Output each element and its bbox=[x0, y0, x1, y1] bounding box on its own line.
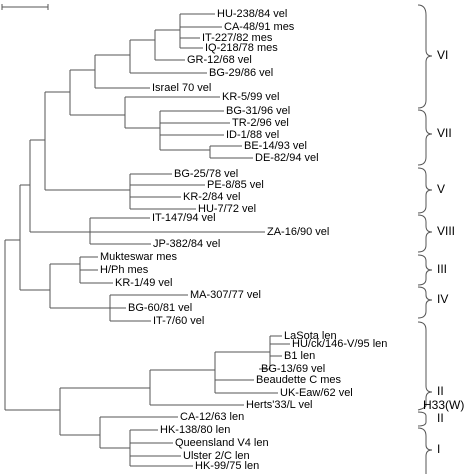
group-label: VIII bbox=[437, 224, 455, 238]
leaf-label: IT-7/60 vel bbox=[153, 315, 204, 327]
group-label: VI bbox=[437, 48, 448, 62]
leaf-label: LaSota len bbox=[284, 330, 337, 342]
leaf-label: TR-2/96 vel bbox=[232, 117, 289, 129]
leaf-label: KR-2/84 vel bbox=[183, 191, 240, 203]
group-label: I bbox=[437, 442, 440, 456]
group-label: II bbox=[437, 384, 444, 398]
group-label: III bbox=[437, 262, 447, 276]
leaf-label: PE-8/85 vel bbox=[207, 179, 264, 191]
leaf-label: IQ-218/78 mes bbox=[205, 42, 278, 54]
leaf-label: CA-12/63 len bbox=[180, 411, 244, 423]
leaf-label: HU-7/72 vel bbox=[198, 203, 256, 215]
group-label: VII bbox=[437, 126, 452, 140]
leaf-label: HU-238/84 vel bbox=[217, 8, 287, 20]
leaf-label: CA-48/91 mes bbox=[224, 21, 295, 33]
leaf-label: Beaudette C mes bbox=[256, 374, 341, 386]
leaf-label: H/Ph mes bbox=[100, 264, 149, 276]
tree-branches bbox=[1, 4, 433, 474]
group-braces bbox=[417, 4, 433, 474]
leaf-label: KR-1/49 vel bbox=[115, 277, 172, 289]
leaf-label: ID-1/88 vel bbox=[226, 129, 279, 141]
leaf-label: BG-29/86 vel bbox=[209, 67, 273, 79]
leaf-label: HU/ck/146-V/95 len bbox=[292, 338, 387, 350]
leaf-label: Herts'33/L vel bbox=[246, 399, 313, 411]
branches bbox=[4, 13, 290, 467]
leaf-label: KR-5/99 vel bbox=[222, 91, 279, 103]
leaf-label: GR-12/68 vel bbox=[187, 54, 252, 66]
group-label: V bbox=[437, 182, 445, 196]
leaf-label: BG-60/81 vel bbox=[128, 302, 192, 314]
leaf-label: UK-Eaw/62 vel bbox=[280, 387, 353, 399]
leaf-label: HK-138/80 len bbox=[160, 424, 230, 436]
leaf-label: Israel 70 vel bbox=[152, 82, 211, 94]
leaf-label: HK-99/75 len bbox=[195, 460, 259, 472]
leaf-label: BG-25/78 vel bbox=[174, 168, 238, 180]
leaf-label: BG-31/96 vel bbox=[226, 105, 290, 117]
leaf-label: IT-227/82 mes bbox=[202, 32, 273, 44]
leaf-label: Ulster 2/C len bbox=[183, 450, 250, 462]
leaf-label: DE-82/94 vel bbox=[255, 152, 319, 164]
group-label: H33(W) bbox=[423, 398, 464, 412]
leaf-label: Queensland V4 len bbox=[175, 437, 269, 449]
leaf-label: Mukteswar mes bbox=[100, 251, 178, 263]
scale-bar bbox=[1, 4, 49, 10]
leaf-label: MA-307/77 vel bbox=[190, 289, 261, 301]
group-label: II bbox=[437, 411, 444, 425]
leaf-label: JP-382/84 vel bbox=[153, 238, 220, 250]
leaf-label: B1 len bbox=[284, 350, 315, 362]
leaf-label: ZA-16/90 vel bbox=[267, 226, 329, 238]
leaf-label: IT-147/94 vel bbox=[152, 212, 216, 224]
leaf-label: BG-13/69 vel bbox=[261, 363, 325, 375]
leaf-label: BE-14/93 vel bbox=[244, 140, 307, 152]
group-label: IV bbox=[437, 292, 448, 306]
